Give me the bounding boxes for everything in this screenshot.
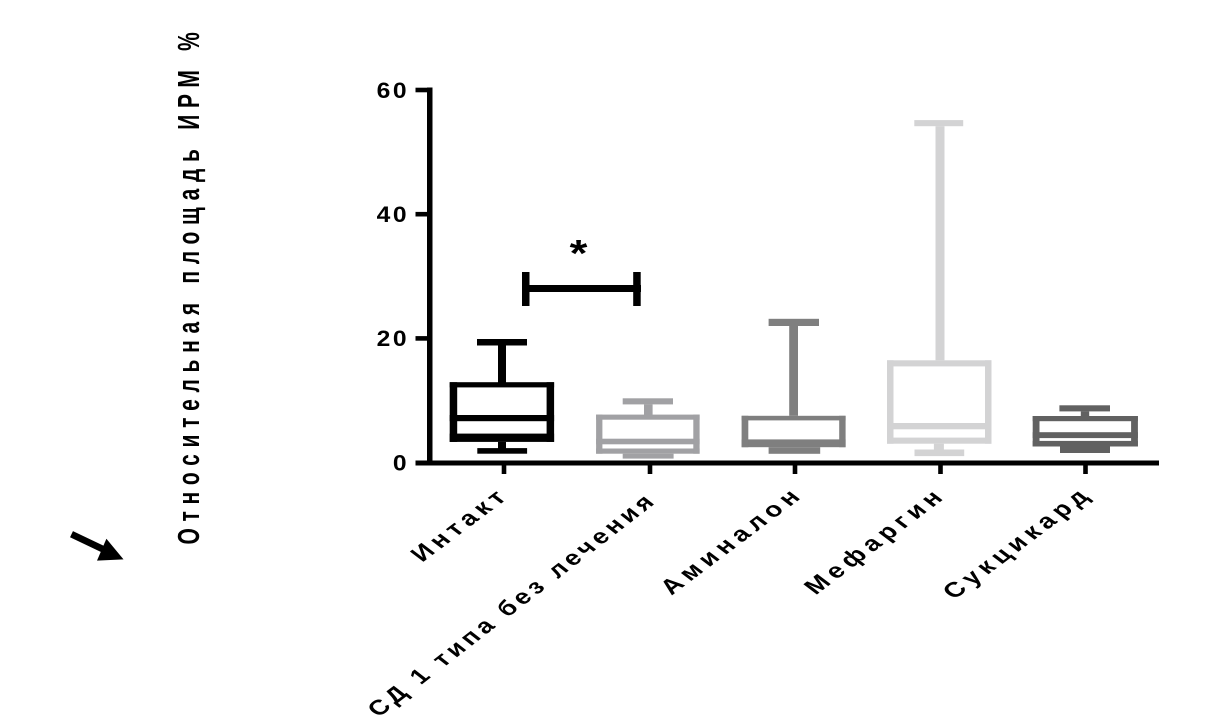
svg-text:СД 1 типа без лечения: СД 1 типа без лечения <box>362 488 663 721</box>
svg-text:Сукцикард: Сукцикард <box>937 482 1098 603</box>
svg-text:Мефаргин: Мефаргин <box>799 483 953 599</box>
svg-text:60: 60 <box>377 78 409 102</box>
svg-text:0: 0 <box>393 451 409 475</box>
svg-text:Относительная площадь ИРМ %: Относительная площадь ИРМ % <box>171 26 206 545</box>
svg-text:40: 40 <box>377 202 409 226</box>
svg-text:*: * <box>570 232 588 275</box>
svg-text:Аминалон: Аминалон <box>655 482 811 599</box>
svg-text:Интакт: Интакт <box>405 483 515 566</box>
svg-text:20: 20 <box>377 326 409 350</box>
